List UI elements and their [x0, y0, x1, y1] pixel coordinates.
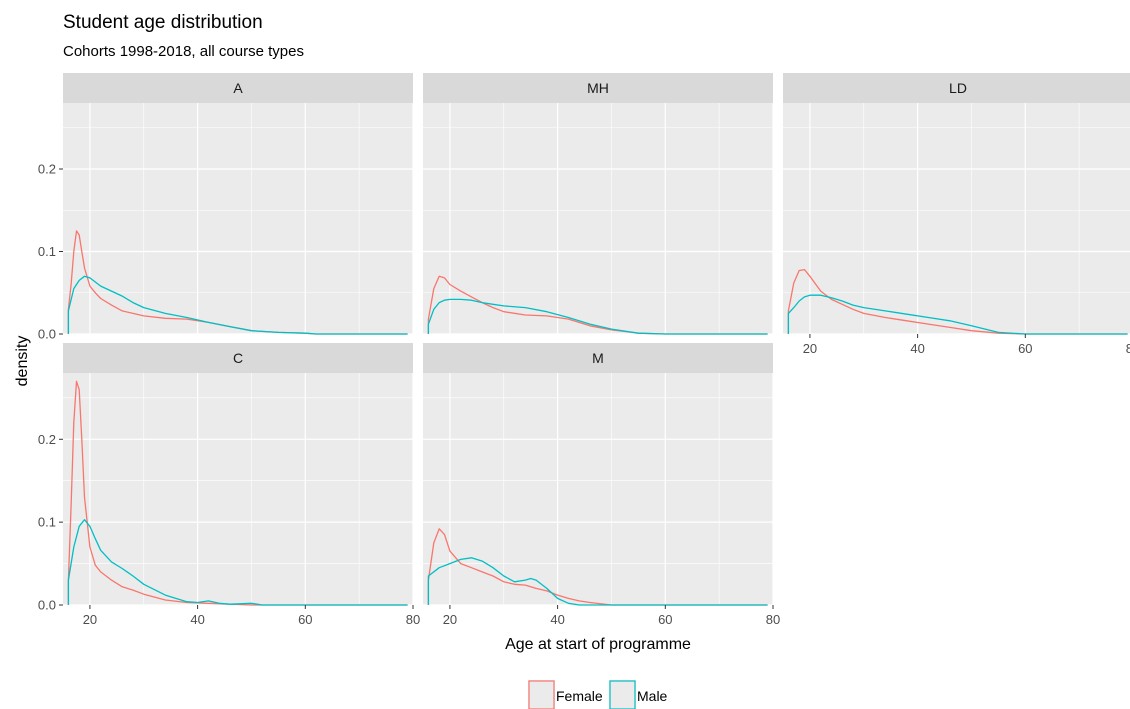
legend-label-male: Male	[637, 688, 668, 704]
x-tick-label: 20	[443, 612, 457, 627]
y-axis-title: density	[14, 336, 31, 387]
legend-swatch-female	[528, 680, 555, 709]
legend-swatch-male	[609, 680, 636, 709]
x-tick-label: 80	[766, 612, 780, 627]
chart-title: Student age distribution	[63, 12, 263, 33]
x-axis-title: Age at start of programme	[505, 636, 691, 653]
density-line-male	[67, 275, 408, 335]
y-tick-label: 0.1	[38, 515, 56, 530]
x-tick-label: 80	[406, 612, 420, 627]
facet-panel-c: C 20 40 60 80 0.0 0.1 0.2	[38, 343, 420, 627]
facet-panel-ld: LD 20 40 60 80	[783, 73, 1130, 356]
density-line-female	[427, 528, 768, 606]
legend: Female Male	[528, 680, 668, 709]
y-tick-label: 0.2	[38, 432, 56, 447]
legend-key-male	[609, 680, 636, 709]
facet-panel-mh: MH	[423, 73, 774, 335]
x-tick-label: 20	[803, 341, 817, 356]
density-line-male	[787, 294, 1128, 335]
y-tick-label: 0.2	[38, 162, 56, 177]
facet-panels: A 0.0 0.1 0.2 MH LD 20 40 60 80 C 20 40 60 80 0.0 0.1 0.2…	[38, 73, 1130, 627]
facet-strip-label: A	[233, 80, 243, 96]
density-line-female	[67, 380, 408, 606]
density-line-male	[427, 298, 768, 335]
facet-strip-label: MH	[587, 80, 609, 96]
density-line-male	[67, 519, 408, 606]
density-line-female	[787, 268, 1128, 335]
x-tick-label: 60	[298, 612, 312, 627]
panel-background	[783, 103, 1130, 334]
facet-strip	[783, 73, 1130, 103]
x-tick-label: 20	[83, 612, 97, 627]
chart-subtitle: Cohorts 1998-2018, all course types	[63, 43, 304, 60]
density-line-female	[427, 275, 768, 335]
y-tick-label: 0.0	[38, 598, 56, 613]
x-tick-label: 40	[190, 612, 204, 627]
panel-background	[423, 103, 773, 334]
facet-strip	[63, 343, 413, 373]
panel-background	[423, 373, 773, 605]
x-tick-label: 80	[1126, 341, 1130, 356]
x-tick-label: 40	[550, 612, 564, 627]
density-line-male	[427, 557, 768, 606]
x-tick-label: 40	[910, 341, 924, 356]
x-tick-label: 60	[1018, 341, 1032, 356]
y-tick-label: 0.1	[38, 244, 56, 259]
legend-label-female: Female	[556, 688, 603, 704]
facet-strip-label: M	[592, 350, 604, 366]
facet-strip-label: C	[233, 350, 243, 366]
facet-panel-a: A 0.0 0.1 0.2	[38, 73, 414, 342]
facet-strip	[423, 343, 773, 373]
facet-strip-label: LD	[949, 80, 967, 96]
y-tick-label: 0.0	[38, 327, 56, 342]
panel-background	[63, 103, 413, 334]
facet-panel-m: M 20 40 60 80	[423, 343, 780, 627]
x-tick-label: 60	[658, 612, 672, 627]
facet-strip	[423, 73, 773, 103]
panel-background	[63, 373, 413, 605]
legend-key-female	[528, 680, 555, 709]
facet-strip	[63, 73, 413, 103]
